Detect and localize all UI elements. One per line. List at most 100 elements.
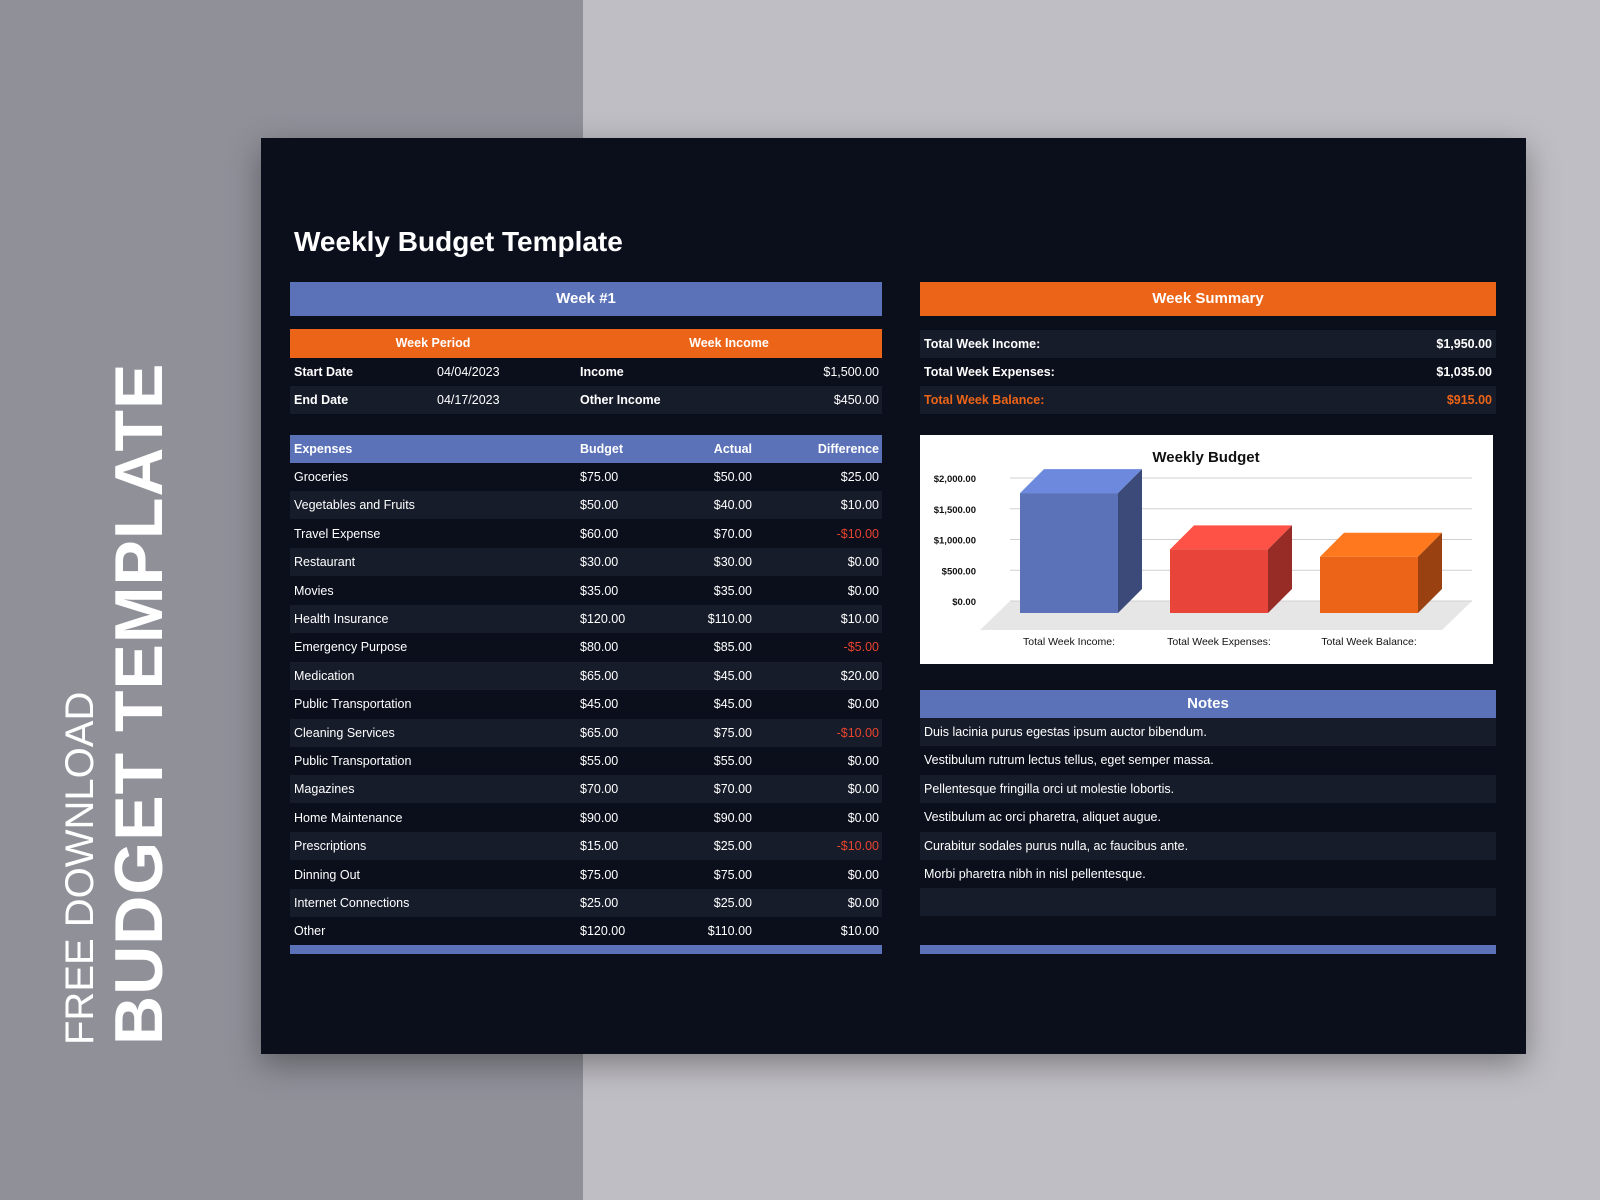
y-tick-label: $0.00 [952, 597, 976, 608]
summary-expenses-row: Total Week Expenses: $1,035.00 [920, 358, 1496, 386]
summary-income-row: Total Week Income: $1,950.00 [920, 330, 1496, 358]
week-summary-header: Week Summary [920, 282, 1496, 316]
expense-actual: $50.00 [713, 470, 752, 484]
x-tick-label: Total Week Income: [1023, 636, 1115, 648]
expense-name: Home Maintenance [294, 810, 403, 825]
expense-name: Other [294, 924, 326, 939]
x-tick-label: Total Week Balance: [1321, 636, 1417, 648]
expense-name: Internet Connections [294, 896, 410, 910]
expense-difference: $0.00 [847, 555, 879, 570]
free-download-label: FREE DOWNLOAD [58, 691, 102, 1045]
note-text: Vestibulum ac orci pharetra, aliquet aug… [924, 810, 1161, 825]
expense-difference: $20.00 [840, 668, 879, 683]
table-row: Dinning Out $75.00 $75.00 $0.00 [290, 860, 882, 889]
expense-budget: $50.00 [580, 498, 619, 513]
expense-difference: $0.00 [847, 782, 879, 797]
expense-budget: $75.00 [580, 867, 619, 882]
summary-income-label: Total Week Income: [924, 337, 1041, 351]
expense-budget: $80.00 [580, 640, 619, 655]
week-period-header-row: Week Period Week Income [290, 329, 882, 358]
y-tick-label: $1,500.00 [934, 505, 976, 516]
expense-name: Prescriptions [294, 839, 367, 854]
budget-template-label: BUDGET TEMPLATE [101, 362, 177, 1045]
expense-difference: -$5.00 [843, 640, 879, 655]
end-date-row: End Date 04/17/2023 Other Income $450.00 [290, 386, 882, 414]
expense-budget: $15.00 [580, 839, 619, 854]
note-item: Vestibulum rutrum lectus tellus, eget se… [920, 746, 1496, 775]
expense-budget: $70.00 [580, 782, 619, 797]
expense-difference: $10.00 [840, 924, 879, 939]
end-date-label: End Date [294, 393, 349, 407]
chart-bar [1020, 469, 1142, 613]
col-difference: Difference [817, 442, 879, 456]
income-value: $1,500.00 [823, 365, 879, 379]
table-row: Travel Expense $60.00 $70.00 -$10.00 [290, 519, 882, 548]
expense-difference: $10.00 [840, 612, 879, 626]
bar-top [1320, 532, 1442, 557]
expense-budget: $90.00 [580, 810, 619, 825]
expense-budget: $30.00 [580, 555, 619, 570]
table-row: Home Maintenance $90.00 $90.00 $0.00 [290, 803, 882, 832]
page-title: Weekly Budget Template [294, 226, 623, 257]
expense-budget: $75.00 [580, 470, 619, 484]
expense-difference: $0.00 [847, 754, 879, 768]
budget-sheet: Weekly Budget Template Week #1 Week Peri… [261, 138, 1526, 1054]
expense-actual: $90.00 [713, 810, 752, 825]
bar-top [1170, 525, 1292, 550]
table-row: Vegetables and Fruits $50.00 $40.00 $10.00 [290, 491, 882, 520]
note-text: Pellentesque fringilla orci ut molestie … [924, 781, 1175, 796]
chart-bar [1170, 525, 1292, 613]
expense-budget: $35.00 [580, 583, 619, 598]
col-expenses: Expenses [294, 442, 353, 456]
note-text: Curabitur sodales purus nulla, ac faucib… [924, 838, 1189, 853]
start-date-label: Start Date [294, 365, 354, 379]
table-row: Prescriptions $15.00 $25.00 -$10.00 [290, 832, 882, 861]
expense-actual: $70.00 [713, 526, 752, 541]
start-date-row: Start Date 04/04/2023 Income $1,500.00 [290, 358, 882, 386]
table-row: Magazines $70.00 $70.00 $0.00 [290, 775, 882, 804]
expense-budget: $55.00 [580, 754, 619, 768]
expense-actual: $40.00 [713, 498, 752, 513]
expense-actual: $85.00 [713, 640, 752, 655]
summary-income-value: $1,950.00 [1436, 337, 1492, 351]
week-period-label: Week Period [395, 336, 471, 350]
chart-title: Weekly Budget [1152, 449, 1259, 466]
side-banner: FREE DOWNLOAD BUDGET TEMPLATE [58, 362, 220, 1045]
expense-budget: $65.00 [580, 668, 619, 683]
expense-difference: -$10.00 [836, 725, 879, 740]
y-tick-label: $2,000.00 [934, 474, 976, 485]
expense-name: Health Insurance [294, 612, 389, 626]
expense-actual: $30.00 [713, 555, 752, 570]
expense-actual: $25.00 [713, 839, 752, 854]
table-row: Medication $65.00 $45.00 $20.00 [290, 661, 882, 690]
summary-balance-label: Total Week Balance: [924, 393, 1045, 407]
expense-budget: $60.00 [580, 526, 619, 541]
table-row: Cleaning Services $65.00 $75.00 -$10.00 [290, 718, 882, 747]
expense-name: Emergency Purpose [294, 640, 408, 655]
expense-actual: $75.00 [713, 867, 752, 882]
expense-budget: $120.00 [580, 924, 626, 939]
expense-difference: $25.00 [840, 470, 879, 484]
table-row: Emergency Purpose $80.00 $85.00 -$5.00 [290, 633, 882, 662]
chart-bar [1320, 532, 1442, 613]
expense-name: Public Transportation [294, 754, 412, 768]
expense-actual: $55.00 [713, 754, 752, 768]
table-row: Public Transportation $45.00 $45.00 $0.00 [290, 690, 882, 719]
table-row: Movies $35.00 $35.00 $0.00 [290, 576, 882, 605]
note-item: Duis lacinia purus egestas ipsum auctor … [920, 718, 1496, 746]
expense-budget: $120.00 [580, 612, 626, 626]
notes-footer-bar [920, 945, 1496, 954]
bar-front [1320, 556, 1418, 613]
expense-name: Public Transportation [294, 697, 412, 712]
col-budget: Budget [580, 442, 624, 456]
note-item: Pellentesque fringilla orci ut molestie … [920, 774, 1496, 803]
table-row: Internet Connections $25.00 $25.00 $0.00 [290, 889, 882, 917]
expense-actual: $70.00 [713, 782, 752, 797]
bar-side [1118, 469, 1142, 613]
expense-actual: $75.00 [713, 725, 752, 740]
expense-name: Travel Expense [294, 526, 381, 541]
expense-actual: $110.00 [707, 924, 752, 939]
expense-name: Groceries [294, 470, 349, 484]
note-item: Curabitur sodales purus nulla, ac faucib… [920, 831, 1496, 860]
summary-balance-row: Total Week Balance: $915.00 [920, 386, 1496, 414]
